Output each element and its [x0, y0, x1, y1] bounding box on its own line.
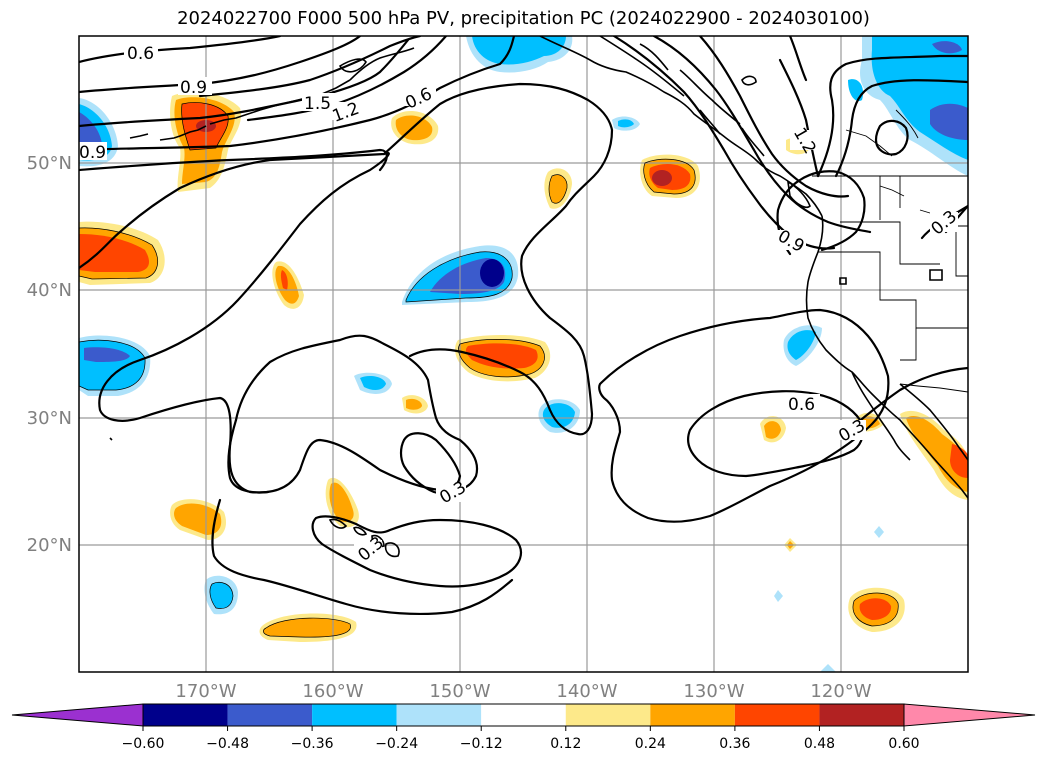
- latitude-labels: 50°N 40°N 30°N 20°N: [27, 153, 72, 556]
- colorbar-tick-label: −0.48: [206, 736, 249, 752]
- longitude-labels: 170°W 160°W 150°W 140°W 130°W 120°W: [175, 681, 871, 702]
- colorbar-segment: [481, 704, 566, 726]
- lat-label-40n: 40°N: [27, 280, 72, 301]
- precip-blob-156w-negative: [354, 372, 392, 394]
- colorbar-tick-label: 0.36: [719, 736, 750, 752]
- lat-label-20n: 20°N: [27, 535, 72, 556]
- colorbar-segments: [11, 703, 1036, 727]
- lon-label-160w: 160°W: [302, 681, 363, 702]
- colorbar-segment: [227, 704, 313, 726]
- lon-label-130w: 130°W: [683, 681, 744, 702]
- colorbar-segment: [734, 704, 820, 726]
- colorbar-tick-label: 0.12: [550, 736, 581, 752]
- lat-label-50n: 50°N: [27, 153, 72, 174]
- colorbar-extend-low: [11, 703, 144, 727]
- precip-blob-top-negative: [466, 36, 573, 73]
- colorbar-segment: [312, 704, 397, 726]
- borders: [812, 109, 968, 393]
- colorbar-segment: [650, 704, 735, 726]
- lat-label-30n: 30°N: [27, 408, 72, 429]
- grid-lines: [79, 36, 968, 672]
- precip-blob-146w: [455, 335, 551, 382]
- colorbar-segment: [565, 704, 651, 726]
- precip-blob-125w: [760, 416, 786, 443]
- precip-dot-e: [820, 664, 836, 672]
- lon-label-150w: 150°W: [429, 681, 490, 702]
- precip-dot-h: [618, 119, 634, 128]
- precip-blob-170w-south: [170, 499, 227, 540]
- colorbar-segment: [396, 704, 482, 726]
- lon-label-170w: 170°W: [175, 681, 236, 702]
- colorbar-tick-label: −0.24: [375, 736, 418, 752]
- page-title: 2024022700 F000 500 hPa PV, precipitatio…: [177, 8, 870, 29]
- precip-outlines: [79, 102, 899, 638]
- precip-blob-west-43n: [79, 221, 165, 285]
- lon-label-140w: 140°W: [556, 681, 617, 702]
- colorbar-tick-label: 0.48: [804, 736, 835, 752]
- precip-blob-159w: [325, 477, 359, 528]
- colorbar-ticks: −0.60 −0.48 −0.36 −0.24 −0.12 0.12 0.24 0.36 0.4…: [122, 726, 920, 752]
- colorbar-tick-label: −0.12: [460, 736, 503, 752]
- precip-dot-d: [874, 526, 884, 538]
- colorbar-segment: [819, 704, 904, 726]
- precip-blob-west-35n-negative: [79, 335, 151, 396]
- pv-contours: [79, 36, 968, 615]
- precip-blob-164w: [272, 261, 304, 309]
- contour-label-3: 1.5: [304, 94, 331, 114]
- precip-blob-154w: [402, 395, 428, 414]
- precip-blob-123w-negative: [783, 325, 822, 366]
- colorbar-tick-label: 0.60: [888, 736, 919, 752]
- precip-blob-northeast-negative: [848, 36, 968, 176]
- precip-dot-c: [774, 590, 783, 602]
- colorbar-tick-label: 0.24: [635, 736, 666, 752]
- contour-label-1: 0.6: [127, 44, 154, 64]
- contour-label-6: 0.9: [79, 143, 106, 163]
- map-frame: [78, 35, 969, 673]
- colorbar-extend-high: [903, 703, 1036, 727]
- contour-label-10: 0.6: [788, 395, 815, 415]
- precip-blob-134w: [640, 154, 700, 198]
- colorbar-tick-label: −0.60: [122, 736, 165, 752]
- colorbar-tick-label: −0.36: [291, 736, 334, 752]
- colorbar-frame: [142, 703, 905, 727]
- map-content: 0.6 0.9 1.5 1.2 0.6 0.9 1.2 0.9 0.3 0.6 …: [79, 36, 968, 672]
- lon-label-120w: 120°W: [810, 681, 871, 702]
- contour-label-2: 0.9: [180, 78, 207, 98]
- colorbar: −0.60 −0.48 −0.36 −0.24 −0.12 0.12 0.24 0.36 0.4…: [11, 703, 1036, 752]
- colorbar-segment: [143, 704, 228, 726]
